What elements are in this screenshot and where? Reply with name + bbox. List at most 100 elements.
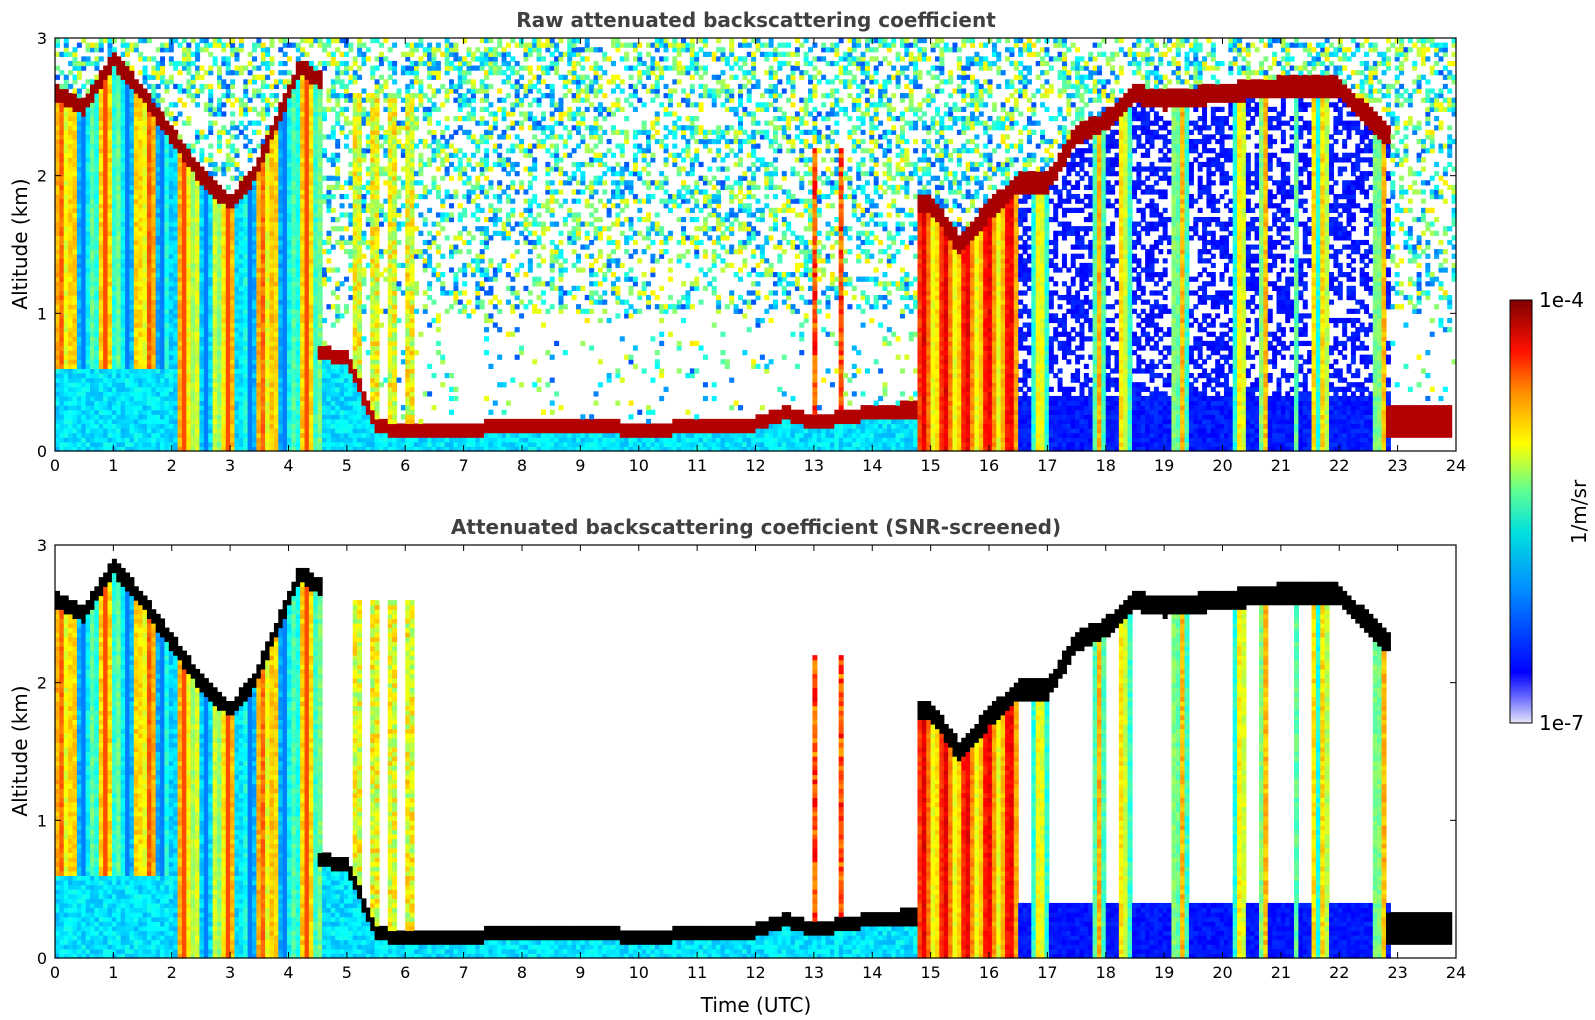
heatmap-cell (147, 396, 152, 401)
heatmap-cell (108, 134, 113, 139)
heatmap-cell (134, 281, 139, 286)
heatmap-cell (265, 341, 270, 346)
heatmap-cell (265, 428, 270, 433)
heatmap-cell (81, 364, 86, 369)
heatmap-cell (129, 194, 134, 199)
heatmap-cell (169, 267, 174, 272)
heatmap-cell (86, 144, 91, 149)
heatmap-cell (103, 171, 108, 176)
heatmap-cell (313, 401, 318, 406)
heatmap-cell (147, 433, 152, 438)
heatmap-cell (195, 222, 200, 227)
heatmap-cell (68, 245, 73, 250)
heatmap-cell (134, 378, 139, 383)
heatmap-cell (77, 144, 82, 149)
heatmap-cell (309, 254, 314, 259)
heatmap-cell (103, 423, 108, 428)
heatmap-cell (261, 410, 266, 415)
heatmap-cell (226, 304, 231, 309)
heatmap-cell (291, 134, 296, 139)
heatmap-cell (90, 304, 95, 309)
heatmap-cell (256, 176, 261, 181)
heatmap-cell (108, 309, 113, 314)
heatmap-cell (195, 70, 200, 75)
heatmap-cell (77, 203, 82, 208)
heatmap-cell (186, 171, 191, 176)
heatmap-cell (291, 290, 296, 295)
heatmap-cell (274, 153, 279, 158)
heatmap-cell (90, 281, 95, 286)
heatmap-cell (103, 309, 108, 314)
heatmap-cell (199, 368, 204, 373)
heatmap-cell (252, 373, 257, 378)
heatmap-cell (143, 405, 148, 410)
heatmap-cell (77, 433, 82, 438)
heatmap-cell (59, 267, 64, 272)
heatmap-cell (99, 203, 104, 208)
heatmap-cell (318, 171, 323, 176)
heatmap-cell (129, 125, 134, 130)
heatmap-cell (178, 382, 183, 387)
heatmap-cell (94, 378, 99, 383)
heatmap-cell (278, 226, 283, 231)
heatmap-cell (90, 194, 95, 199)
heatmap-cell (256, 378, 261, 383)
heatmap-cell (99, 75, 104, 80)
heatmap-cell (221, 111, 226, 116)
heatmap-cell (151, 263, 156, 268)
heatmap-cell (230, 240, 235, 245)
heatmap-cell (164, 433, 169, 438)
heatmap-cell (64, 281, 69, 286)
heatmap-cell (256, 267, 261, 272)
heatmap-cell (73, 410, 78, 415)
heatmap-cell (156, 336, 161, 341)
heatmap-cell (73, 267, 78, 272)
heatmap-cell (99, 222, 104, 227)
heatmap-cell (278, 222, 283, 227)
heatmap-cell (134, 263, 139, 268)
heatmap-cell (300, 272, 305, 277)
heatmap-cell (68, 153, 73, 158)
heatmap-cell (235, 217, 240, 222)
heatmap-cell (283, 290, 288, 295)
heatmap-cell (73, 235, 78, 240)
heatmap-cell (300, 387, 305, 392)
heatmap-cell (296, 116, 301, 121)
heatmap-cell (116, 281, 121, 286)
heatmap-cell (156, 290, 161, 295)
heatmap-cell (134, 144, 139, 149)
heatmap-cell (121, 125, 126, 130)
heatmap-cell (173, 212, 178, 217)
heatmap-cell (147, 98, 152, 103)
heatmap-cell (305, 245, 310, 250)
heatmap-cell (248, 350, 253, 355)
heatmap-cell (99, 47, 104, 52)
heatmap-cell (164, 245, 169, 250)
heatmap-cell (326, 442, 331, 447)
heatmap-cell (129, 180, 134, 185)
heatmap-cell (213, 396, 218, 401)
heatmap-cell (213, 222, 218, 227)
heatmap-cell (239, 226, 244, 231)
heatmap-cell (138, 401, 143, 406)
heatmap-cell (318, 355, 323, 360)
heatmap-cell (169, 162, 174, 167)
heatmap-cell (156, 258, 161, 263)
heatmap-cell (186, 254, 191, 259)
heatmap-cell (182, 121, 187, 126)
heatmap-cell (103, 304, 108, 309)
heatmap-cell (90, 355, 95, 360)
heatmap-cell (55, 254, 60, 259)
heatmap-cell (147, 405, 152, 410)
heatmap-cell (73, 258, 78, 263)
heatmap-cell (309, 267, 314, 272)
heatmap-cell (261, 180, 266, 185)
heatmap-cell (213, 199, 218, 204)
heatmap-cell (204, 217, 209, 222)
heatmap-cell (147, 199, 152, 204)
heatmap-cell (178, 70, 183, 75)
heatmap-cell (138, 70, 143, 75)
heatmap-cell (248, 267, 253, 272)
heatmap-cell (73, 144, 78, 149)
heatmap-cell (226, 373, 231, 378)
